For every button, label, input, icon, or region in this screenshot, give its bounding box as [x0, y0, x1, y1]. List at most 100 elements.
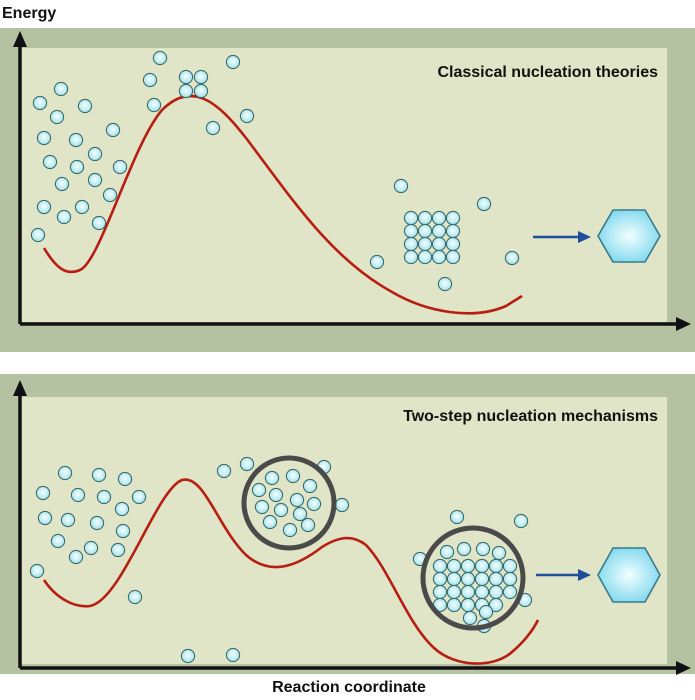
- arrow-head-icon: [578, 231, 591, 243]
- panel-classical: Classical nucleation theories: [0, 28, 695, 352]
- droplet-particle: [302, 478, 318, 494]
- droplet-particle: [268, 487, 284, 503]
- solute-particle: [68, 132, 84, 148]
- droplet-particle: [254, 499, 270, 515]
- solute-particle: [114, 501, 130, 517]
- cluster-particle: [439, 544, 455, 560]
- arrow-head-icon: [578, 569, 591, 581]
- solute-particle: [334, 497, 350, 513]
- dense-liquid-cluster: [420, 525, 526, 631]
- solute-particle: [87, 172, 103, 188]
- solute-particle: [393, 178, 409, 194]
- x-axis-label: Reaction coordinate: [272, 679, 426, 696]
- ordered-cluster-particle: [432, 571, 448, 587]
- crystal-nucleus-particle: [445, 223, 461, 239]
- cluster-particle: [456, 541, 472, 557]
- crystal-nucleus-particle: [417, 223, 433, 239]
- solute-particle: [70, 487, 86, 503]
- solute-particle: [49, 109, 65, 125]
- solute-particle: [449, 509, 465, 525]
- solute-particle: [110, 542, 126, 558]
- solute-particle: [68, 549, 84, 565]
- droplet-particle: [264, 470, 280, 486]
- solute-particle: [112, 159, 128, 175]
- solute-particle: [225, 647, 241, 663]
- solute-particle: [96, 489, 112, 505]
- ordered-cluster-particle: [446, 558, 462, 574]
- solute-particle: [205, 120, 221, 136]
- ordered-cluster-particle: [488, 558, 504, 574]
- solute-particle: [83, 540, 99, 556]
- solute-particle: [42, 154, 58, 170]
- ordered-cluster-particle: [460, 571, 476, 587]
- y-axis-label: Energy: [2, 5, 56, 22]
- solute-particle: [142, 72, 158, 88]
- solute-particle: [57, 465, 73, 481]
- droplet-particle: [306, 496, 322, 512]
- ordered-cluster-particle: [432, 584, 448, 600]
- solute-particle: [50, 533, 66, 549]
- solute-particle: [105, 122, 121, 138]
- droplet-particle: [300, 517, 316, 533]
- crystal-nucleus-particle: [403, 236, 419, 252]
- crystal-nucleus-particle: [403, 249, 419, 265]
- crystal-nucleus-particle: [431, 249, 447, 265]
- droplet-particle: [262, 514, 278, 530]
- panel-two-step: Two-step nucleation mechanisms: [0, 374, 695, 675]
- solute-particle: [35, 485, 51, 501]
- cluster-particle: [178, 69, 194, 85]
- ordered-cluster-particle: [460, 584, 476, 600]
- solute-particle: [69, 159, 85, 175]
- energy-curve: [42, 478, 540, 665]
- cluster-particle: [178, 83, 194, 99]
- crystal-nucleus-particle: [403, 223, 419, 239]
- particles: [30, 50, 520, 292]
- cluster-particle: [193, 69, 209, 85]
- dense-liquid-droplet: [241, 455, 337, 551]
- crystal-nucleus-particle: [445, 210, 461, 226]
- solute-particle: [53, 81, 69, 97]
- cluster-particle: [502, 558, 518, 574]
- solute-particle: [225, 54, 241, 70]
- crystal-nucleus-particle: [431, 210, 447, 226]
- cluster-particle: [478, 604, 494, 620]
- crystal-nucleus-particle: [445, 249, 461, 265]
- ordered-cluster-particle: [446, 597, 462, 613]
- crystal-nucleus-particle: [417, 249, 433, 265]
- ordered-cluster-particle: [474, 558, 490, 574]
- ordered-cluster-particle: [460, 558, 476, 574]
- solute-particle: [91, 215, 107, 231]
- ordered-cluster-particle: [488, 571, 504, 587]
- panel-title: Classical nucleation theories: [437, 64, 658, 81]
- solute-particle: [437, 276, 453, 292]
- solute-particle: [117, 471, 133, 487]
- hexagon-crystal-icon: [597, 209, 661, 263]
- solute-particle: [91, 467, 107, 483]
- panel-title: Two-step nucleation mechanisms: [403, 408, 658, 425]
- ordered-cluster-particle: [474, 584, 490, 600]
- solute-particle: [369, 254, 385, 270]
- solute-particle: [476, 196, 492, 212]
- solute-particle: [29, 563, 45, 579]
- ordered-cluster-particle: [446, 571, 462, 587]
- ordered-cluster-particle: [446, 584, 462, 600]
- solute-particle: [54, 176, 70, 192]
- solute-particle: [89, 515, 105, 531]
- ordered-cluster-particle: [432, 558, 448, 574]
- plot-area: [20, 48, 667, 322]
- solute-particle: [32, 95, 48, 111]
- solute-particle: [77, 98, 93, 114]
- cluster-particle: [193, 83, 209, 99]
- cluster-particle: [462, 610, 478, 626]
- x-axis-arrow: [676, 661, 691, 675]
- y-axis-arrow: [13, 380, 27, 396]
- x-axis-arrow: [676, 317, 691, 331]
- hexagon-crystal-icon: [597, 547, 661, 603]
- cluster-particle: [491, 545, 507, 561]
- ordered-cluster-particle: [474, 571, 490, 587]
- solute-particle: [56, 209, 72, 225]
- solute-particle: [146, 97, 162, 113]
- solute-particle: [216, 463, 232, 479]
- solute-particle: [87, 146, 103, 162]
